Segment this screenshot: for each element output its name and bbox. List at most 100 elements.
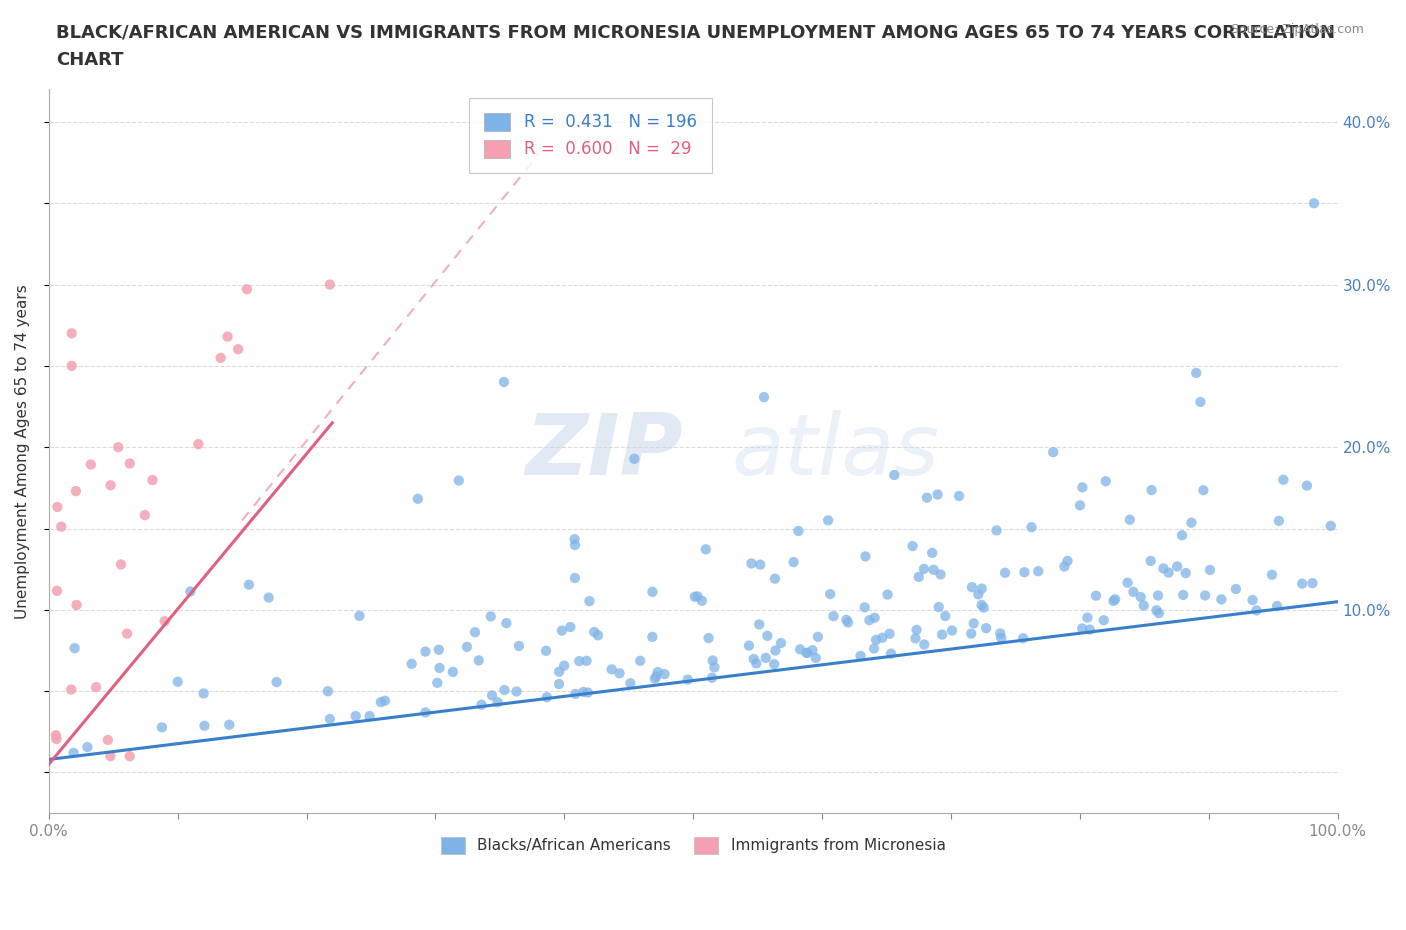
Point <box>107 440 129 455</box>
Point <box>218 717 240 732</box>
Point <box>879 626 901 641</box>
Point <box>1296 478 1319 493</box>
Point <box>456 640 478 655</box>
Point <box>702 653 724 668</box>
Point <box>700 671 723 685</box>
Point <box>568 654 591 669</box>
Point <box>486 695 509 710</box>
Point <box>853 600 876 615</box>
Point <box>316 684 339 698</box>
Point <box>738 638 761 653</box>
Point <box>60 358 83 373</box>
Point <box>817 512 839 527</box>
Point <box>100 749 122 764</box>
Point <box>238 578 260 592</box>
Point <box>644 671 666 686</box>
Point <box>756 629 779 644</box>
Point <box>586 628 609 643</box>
Point <box>548 676 571 691</box>
Point <box>426 675 449 690</box>
Point <box>1084 589 1107 604</box>
Point <box>600 662 623 677</box>
Point <box>45 732 67 747</box>
Point <box>855 549 877 564</box>
Point <box>374 693 396 708</box>
Point <box>492 375 515 390</box>
Point <box>209 351 232 365</box>
Point <box>406 491 429 506</box>
Point <box>703 660 725 675</box>
Point <box>193 686 215 701</box>
Text: ZIP: ZIP <box>526 410 683 493</box>
Point <box>51 519 73 534</box>
Point <box>1056 553 1078 568</box>
Point <box>141 472 163 487</box>
Point <box>370 695 392 710</box>
Point <box>789 642 811 657</box>
Point <box>752 390 775 405</box>
Point <box>401 657 423 671</box>
Point <box>578 593 600 608</box>
Point <box>110 557 132 572</box>
Point <box>118 456 141 471</box>
Point <box>193 718 215 733</box>
Text: atlas: atlas <box>733 410 939 493</box>
Point <box>471 698 494 712</box>
Point <box>1071 621 1094 636</box>
Point <box>863 610 886 625</box>
Point <box>1069 498 1091 512</box>
Point <box>901 538 924 553</box>
Point <box>960 579 983 594</box>
Point <box>187 437 209 452</box>
Point <box>166 674 188 689</box>
Point <box>988 626 1011 641</box>
Point <box>970 597 993 612</box>
Text: Source: ZipAtlas.com: Source: ZipAtlas.com <box>1230 23 1364 36</box>
Point <box>755 650 778 665</box>
Point <box>619 676 641 691</box>
Point <box>583 625 606 640</box>
Point <box>60 682 83 697</box>
Point <box>1147 605 1170 620</box>
Point <box>796 645 818 660</box>
Point <box>818 587 841 602</box>
Point <box>763 657 786 671</box>
Point <box>974 620 997 635</box>
Point <box>970 581 993 596</box>
Point <box>683 590 706 604</box>
Point <box>45 728 67 743</box>
Point <box>62 746 84 761</box>
Point <box>990 631 1012 645</box>
Point <box>1076 610 1098 625</box>
Point <box>948 488 970 503</box>
Point <box>1026 564 1049 578</box>
Point <box>765 643 787 658</box>
Point <box>1132 598 1154 613</box>
Point <box>1291 577 1313 591</box>
Point <box>564 570 586 585</box>
Point <box>236 282 259 297</box>
Point <box>1199 563 1222 578</box>
Point <box>742 652 765 667</box>
Point <box>1053 559 1076 574</box>
Point <box>134 508 156 523</box>
Point <box>912 562 935 577</box>
Point <box>787 524 810 538</box>
Point <box>641 584 664 599</box>
Point <box>645 669 668 684</box>
Point <box>1174 565 1197 580</box>
Point <box>804 650 827 665</box>
Point <box>1180 515 1202 530</box>
Point <box>872 631 894 645</box>
Point <box>1189 394 1212 409</box>
Point <box>801 643 824 658</box>
Point <box>1211 592 1233 607</box>
Point <box>1246 603 1268 618</box>
Point <box>100 478 122 493</box>
Point <box>494 683 516 698</box>
Point <box>1157 565 1180 580</box>
Point <box>1272 472 1295 487</box>
Point <box>865 632 887 647</box>
Point <box>415 644 437 659</box>
Point <box>782 554 804 569</box>
